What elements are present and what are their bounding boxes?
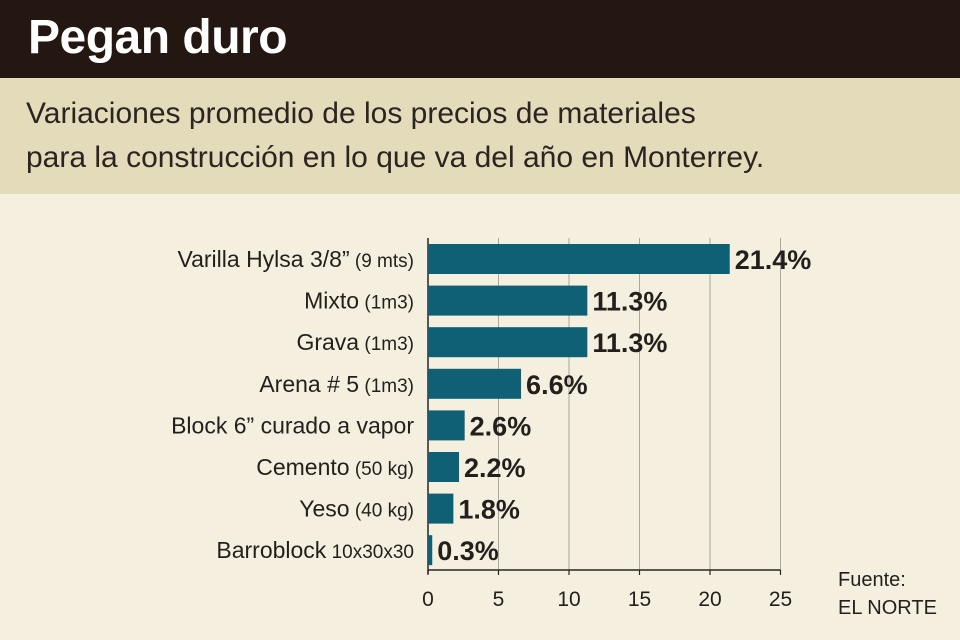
bar-5 (428, 452, 460, 482)
bar-7 (428, 535, 433, 566)
category-label-6: Yeso (40 kg) (299, 496, 414, 522)
data-label-2: 11.3% (592, 328, 667, 358)
bar-3 (428, 368, 522, 399)
category-label-0: Varilla Hylsa 3/8” (9 mts) (177, 246, 414, 272)
x-tick-label-0: 0 (422, 588, 434, 611)
category-label-5: Cemento (50 kg) (256, 454, 414, 480)
data-label-4: 2.6% (470, 411, 532, 441)
subtitle: Variaciones promedio de los precios de m… (26, 92, 926, 180)
bar-4 (428, 410, 465, 441)
category-label-1: Mixto (1m3) (304, 288, 414, 314)
data-label-5: 2.2% (464, 453, 526, 483)
category-label-3: Arena # 5 (1m3) (259, 371, 414, 397)
data-label-7: 0.3% (437, 536, 499, 566)
source-note: Fuente: EL NORTE (838, 566, 937, 622)
x-tick-label-10: 10 (557, 588, 580, 611)
x-tick-label-25: 25 (769, 588, 792, 611)
data-label-6: 1.8% (458, 495, 520, 525)
header-bar (0, 0, 960, 78)
subtitle-bar (0, 78, 960, 194)
x-tick-label-20: 20 (698, 588, 721, 611)
source-label: Fuente: (838, 569, 906, 591)
x-tick-label-5: 5 (493, 588, 505, 611)
bar-1 (428, 285, 588, 316)
bar-0 (428, 244, 730, 274)
data-label-3: 6.6% (526, 370, 588, 400)
source-name: EL NORTE (838, 597, 937, 619)
data-label-0: 21.4% (735, 245, 812, 275)
page-title: Pegan duro (28, 11, 288, 64)
category-label-4: Block 6” curado a vapor (171, 412, 414, 438)
category-label-2: Grava (1m3) (296, 329, 414, 355)
bar-6 (428, 493, 454, 524)
data-label-1: 11.3% (592, 287, 667, 317)
subtitle-line-2: para la construcción en lo que va del añ… (26, 141, 765, 174)
bar-2 (428, 327, 588, 358)
subtitle-line-1: Variaciones promedio de los precios de m… (26, 97, 696, 130)
x-tick-label-15: 15 (628, 588, 651, 611)
category-label-7: Barroblock 10x30x30 (216, 537, 414, 563)
